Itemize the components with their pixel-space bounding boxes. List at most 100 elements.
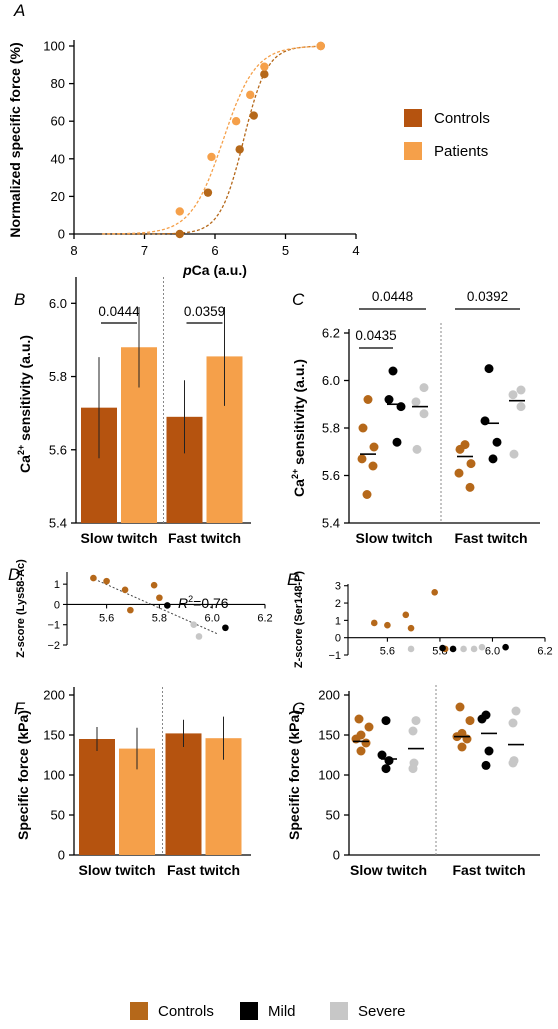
data-point-mild (381, 764, 391, 774)
y-tick-label: 60 (51, 114, 65, 129)
data-point-controls (90, 574, 97, 582)
legend-label-severe: Severe (358, 1002, 406, 1020)
r-squared-sup: 2 (188, 594, 193, 604)
p-value-label: 0.0448 (372, 289, 413, 304)
y-tick-label: 50 (51, 808, 65, 823)
panel-letter: F (14, 699, 26, 718)
data-point-mild (484, 364, 494, 374)
data-point-severe (516, 402, 526, 412)
legend-swatch-patients (404, 142, 422, 160)
p-value-label: 0.0435 (355, 328, 396, 343)
y-tick-label: 80 (51, 76, 65, 91)
data-point-severe (419, 409, 429, 419)
y-tick-label: −1 (47, 620, 60, 632)
data-point-controls (465, 716, 475, 726)
y-tick-label: 0 (333, 848, 340, 863)
y-tick-label: 100 (43, 768, 65, 783)
x-category-label: Slow twitch (350, 862, 427, 878)
legend-label-controls: Controls (434, 110, 490, 127)
data-point-severe (460, 645, 467, 653)
x-category-label: Slow twitch (81, 530, 158, 546)
data-point-mild (492, 437, 502, 447)
x-tick-label: 7 (141, 243, 148, 258)
data-point-mild (381, 716, 391, 726)
data-point-severe (411, 716, 421, 726)
data-point-patients (246, 90, 255, 100)
y-tick-label: 6.0 (49, 296, 67, 311)
data-point-mild (164, 602, 171, 609)
panel-letter: D (8, 565, 20, 584)
data-point-severe (195, 633, 203, 640)
data-point-controls (356, 746, 366, 756)
data-point-controls (249, 111, 258, 120)
legend-item-mild: Mild (240, 1002, 296, 1020)
data-point-severe (511, 706, 521, 716)
x-tick-label: 8 (70, 243, 77, 258)
y-axis-label: Specific force (kPa) (286, 710, 302, 840)
legend-item-severe: Severe (330, 1002, 406, 1020)
y-tick-label: 50 (326, 808, 340, 823)
y-tick-label: −2 (47, 640, 60, 652)
data-point-controls (358, 423, 368, 433)
y-tick-label: 40 (51, 151, 65, 166)
panel-c: C 5.4 5.6 5.8 6.0 6.2 Slow twitch Fast twitch 0.… (290, 289, 540, 546)
data-point-controls (357, 454, 367, 464)
data-point-mild (439, 644, 446, 652)
data-point-mild (384, 756, 394, 766)
bar-controls (79, 739, 115, 855)
legend-swatch-severe (330, 1002, 348, 1020)
y-tick-label: 6.2 (322, 326, 340, 341)
x-category-label: Slow twitch (356, 530, 433, 546)
fit-curve-controls (102, 45, 320, 235)
x-category-label: Fast twitch (167, 862, 240, 878)
y-axis-label-rest: sensitivity (a.u.) (291, 359, 307, 469)
y-tick-label: 0 (58, 227, 65, 242)
r-squared-rest: =0.76 (193, 595, 229, 611)
data-point-controls (384, 621, 391, 629)
data-point-controls (235, 145, 244, 154)
y-axis-label: Normalized specific force (%) (7, 42, 23, 237)
data-point-controls (156, 594, 163, 602)
y-tick-label: 5.6 (49, 442, 67, 457)
y-tick-label: 100 (43, 39, 65, 54)
data-point-controls (121, 586, 129, 594)
data-point-mild (392, 437, 402, 447)
x-category-label: Fast twitch (452, 862, 525, 878)
legend-label-mild: Mild (268, 1002, 296, 1020)
y-tick-label: 150 (318, 728, 340, 743)
x-tick-label: 5.8 (152, 612, 167, 624)
x-category-label: Fast twitch (454, 530, 527, 546)
data-point-controls (402, 611, 410, 619)
data-point-mild (384, 395, 394, 404)
y-tick-label: 100 (318, 768, 340, 783)
data-point-controls (362, 490, 372, 499)
y-axis-label: Ca2+ sensitivity (a.u.) (290, 359, 307, 497)
data-point-mild (488, 454, 498, 464)
data-point-severe (407, 645, 415, 653)
data-point-patients (231, 117, 241, 126)
y-tick-label: 20 (51, 189, 65, 204)
y-tick-label: 0 (58, 848, 65, 863)
data-point-patients (316, 41, 325, 51)
y-tick-label: 150 (43, 728, 65, 743)
y-tick-label: 5.4 (322, 516, 340, 531)
y-tick-label: 0 (335, 633, 341, 645)
bar-controls (165, 733, 202, 855)
data-point-mild (388, 366, 398, 376)
y-axis-label-rest: sensitivity (a.u.) (17, 335, 33, 445)
panel-g: G 0 50 100 150 200 Slow twitch Fast twitch Speci… (286, 685, 540, 878)
data-point-controls (364, 722, 374, 732)
data-point-severe (470, 645, 478, 653)
legend-label-patients: Patients (434, 143, 488, 160)
y-tick-label: 1 (54, 579, 60, 591)
x-category-label: Fast twitch (168, 530, 241, 546)
x-tick-label: 5.6 (380, 646, 395, 658)
data-point-severe (509, 449, 519, 459)
data-point-severe (419, 383, 429, 393)
x-tick-label: 6 (211, 243, 218, 258)
data-point-controls (103, 577, 110, 585)
bottom-legend: Controls Mild Severe (0, 998, 558, 1026)
data-point-controls (407, 624, 415, 632)
panel-f: F 0 50 100 150 200 Slow twitch Fast twitch Speci… (14, 687, 251, 878)
